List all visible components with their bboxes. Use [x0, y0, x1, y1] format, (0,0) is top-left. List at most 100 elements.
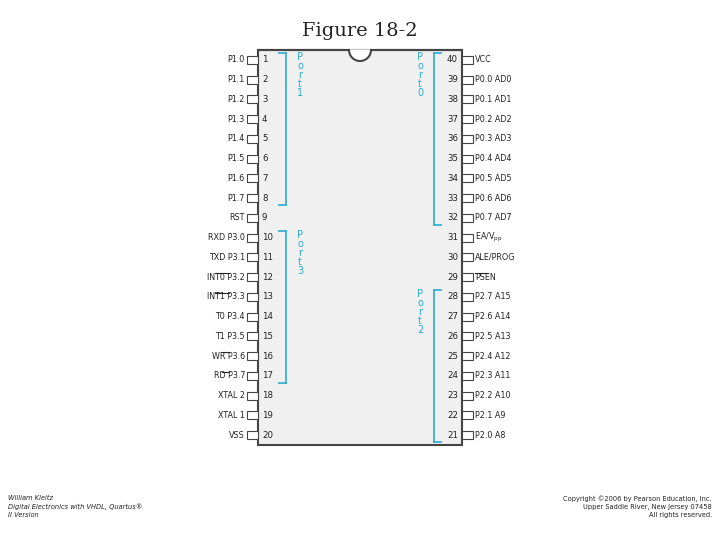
Text: 4: 4 — [262, 114, 268, 124]
Text: r: r — [298, 70, 302, 80]
Bar — [247, 313, 258, 321]
Text: 29: 29 — [447, 273, 458, 282]
Bar — [462, 411, 473, 420]
Text: 1: 1 — [262, 56, 268, 64]
Text: TXD P3.1: TXD P3.1 — [209, 253, 245, 262]
Text: 21: 21 — [447, 430, 458, 440]
Text: INT1 P3.3: INT1 P3.3 — [207, 292, 245, 301]
Text: 25: 25 — [447, 352, 458, 361]
Polygon shape — [349, 50, 371, 61]
Bar — [247, 431, 258, 439]
Bar — [462, 56, 473, 64]
Text: P2.3 A11: P2.3 A11 — [475, 372, 510, 380]
Text: P: P — [297, 52, 303, 63]
Text: 6: 6 — [262, 154, 268, 163]
Text: P2.2 A10: P2.2 A10 — [475, 391, 510, 400]
Text: VCC: VCC — [475, 56, 492, 64]
Text: 3: 3 — [297, 266, 303, 276]
Bar — [247, 392, 258, 400]
Text: 30: 30 — [447, 253, 458, 262]
Text: P0.6 AD6: P0.6 AD6 — [475, 194, 511, 202]
Text: 19: 19 — [262, 411, 273, 420]
Text: RXD P3.0: RXD P3.0 — [208, 233, 245, 242]
Text: o: o — [297, 62, 303, 71]
Bar — [247, 96, 258, 103]
Bar — [462, 174, 473, 183]
Bar — [462, 234, 473, 241]
Text: 13: 13 — [262, 292, 273, 301]
Text: 15: 15 — [262, 332, 273, 341]
Text: 17: 17 — [262, 372, 273, 380]
Text: 8: 8 — [262, 194, 268, 202]
Bar — [247, 234, 258, 241]
Text: 18: 18 — [262, 391, 273, 400]
Text: t: t — [418, 79, 422, 90]
Bar — [247, 273, 258, 281]
Text: P0.1 AD1: P0.1 AD1 — [475, 95, 511, 104]
Text: P1.3: P1.3 — [228, 114, 245, 124]
Bar — [462, 372, 473, 380]
Bar — [247, 253, 258, 261]
Text: P: P — [297, 230, 303, 240]
Bar — [462, 273, 473, 281]
Text: P1.0: P1.0 — [228, 56, 245, 64]
Text: P: P — [417, 52, 423, 63]
Text: P2.6 A14: P2.6 A14 — [475, 312, 510, 321]
Bar — [462, 115, 473, 123]
Text: P1.5: P1.5 — [228, 154, 245, 163]
Text: 38: 38 — [447, 95, 458, 104]
Text: 40: 40 — [447, 56, 458, 64]
Text: 2: 2 — [262, 75, 268, 84]
Bar — [247, 214, 258, 222]
Text: o: o — [297, 239, 303, 249]
Text: XTAL 1: XTAL 1 — [218, 411, 245, 420]
Bar — [462, 352, 473, 360]
Text: 34: 34 — [447, 174, 458, 183]
Text: 35: 35 — [447, 154, 458, 163]
Text: P1.7: P1.7 — [228, 194, 245, 202]
Text: P0.2 AD2: P0.2 AD2 — [475, 114, 512, 124]
Text: 2: 2 — [417, 326, 423, 335]
Text: XTAL 2: XTAL 2 — [218, 391, 245, 400]
Text: INT0 P3.2: INT0 P3.2 — [207, 273, 245, 282]
Text: 9: 9 — [262, 213, 267, 222]
Text: 24: 24 — [447, 372, 458, 380]
Text: EA/V$_{\mathregular{pp}}$: EA/V$_{\mathregular{pp}}$ — [475, 231, 503, 244]
Text: 26: 26 — [447, 332, 458, 341]
Text: WR P3.6: WR P3.6 — [212, 352, 245, 361]
Bar — [462, 96, 473, 103]
Text: 32: 32 — [447, 213, 458, 222]
Text: P1.2: P1.2 — [228, 95, 245, 104]
Text: 39: 39 — [447, 75, 458, 84]
Text: r: r — [418, 307, 422, 318]
Text: 0: 0 — [417, 89, 423, 98]
Text: t: t — [298, 79, 302, 90]
Text: 5: 5 — [262, 134, 268, 144]
Text: P0.3 AD3: P0.3 AD3 — [475, 134, 511, 144]
Text: P0.0 AD0: P0.0 AD0 — [475, 75, 511, 84]
Text: t: t — [418, 316, 422, 327]
Bar — [247, 115, 258, 123]
Text: 3: 3 — [262, 95, 268, 104]
Bar — [258, 50, 462, 445]
Bar — [462, 194, 473, 202]
Text: 33: 33 — [447, 194, 458, 202]
Text: 10: 10 — [262, 233, 273, 242]
Bar — [247, 135, 258, 143]
Text: Figure 18-2: Figure 18-2 — [302, 22, 418, 40]
Text: RST: RST — [230, 213, 245, 222]
Text: 36: 36 — [447, 134, 458, 144]
Bar — [247, 352, 258, 360]
Text: 22: 22 — [447, 411, 458, 420]
Bar — [247, 293, 258, 301]
Text: 11: 11 — [262, 253, 273, 262]
Text: 16: 16 — [262, 352, 273, 361]
Text: 23: 23 — [447, 391, 458, 400]
Bar — [462, 392, 473, 400]
Bar — [462, 333, 473, 340]
Text: T1 P3.5: T1 P3.5 — [215, 332, 245, 341]
Text: 1: 1 — [297, 89, 303, 98]
Text: RD P3.7: RD P3.7 — [214, 372, 245, 380]
Text: P1.6: P1.6 — [228, 174, 245, 183]
Bar — [462, 214, 473, 222]
